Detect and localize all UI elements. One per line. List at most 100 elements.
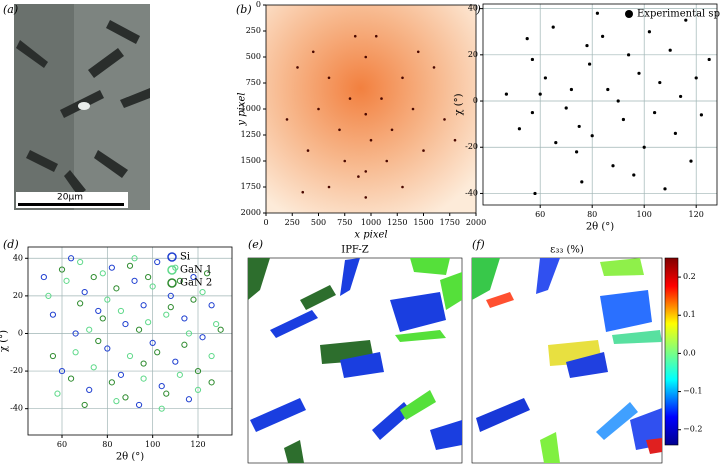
point bbox=[72, 349, 79, 356]
point bbox=[416, 50, 420, 54]
point bbox=[606, 87, 610, 92]
point bbox=[530, 110, 535, 115]
point bbox=[679, 94, 683, 99]
legend-label: GaN 1 bbox=[180, 265, 212, 276]
point bbox=[443, 118, 446, 121]
point bbox=[504, 92, 508, 96]
point bbox=[616, 99, 620, 103]
point bbox=[401, 185, 404, 189]
point bbox=[49, 311, 57, 318]
y-tick-label: 2000 bbox=[241, 208, 261, 217]
point bbox=[190, 296, 197, 303]
panel-label: (d) bbox=[3, 238, 19, 251]
detector-image bbox=[266, 5, 476, 213]
y-tick-label: 250 bbox=[246, 26, 261, 35]
point bbox=[86, 326, 93, 333]
point bbox=[77, 300, 84, 307]
y-tick-label: 0 bbox=[18, 328, 23, 337]
point bbox=[108, 264, 115, 271]
point bbox=[642, 145, 646, 149]
y-tick-label: -20 bbox=[465, 142, 478, 151]
colorbar-tick-label: −0.1 bbox=[683, 387, 702, 396]
point bbox=[364, 196, 368, 199]
point bbox=[176, 371, 183, 378]
point bbox=[621, 117, 626, 122]
point bbox=[611, 164, 615, 168]
y-tick-label: 1000 bbox=[241, 104, 261, 113]
point bbox=[49, 352, 57, 360]
colorbar-tick-label: −0.2 bbox=[683, 425, 702, 434]
point bbox=[588, 62, 592, 66]
plot-frame bbox=[265, 4, 477, 214]
point bbox=[208, 352, 215, 360]
x-tick-label: 100 bbox=[637, 210, 652, 219]
orientation-map bbox=[247, 257, 463, 464]
point bbox=[585, 43, 589, 48]
x-tick-label: 80 bbox=[102, 440, 112, 449]
y-axis-label: χ (°) bbox=[0, 330, 10, 352]
point bbox=[163, 311, 170, 318]
point bbox=[40, 273, 47, 281]
point bbox=[668, 48, 672, 52]
point bbox=[181, 315, 188, 322]
y-axis-label: y pixel bbox=[237, 92, 248, 126]
y-tick-label: -40 bbox=[465, 188, 478, 197]
point bbox=[533, 191, 537, 196]
legend-label: GaN 2 bbox=[180, 278, 212, 289]
point bbox=[590, 134, 594, 138]
point bbox=[67, 375, 75, 382]
y-tick-label: 20 bbox=[468, 50, 478, 59]
point bbox=[181, 341, 188, 348]
y-tick-label: 40 bbox=[468, 4, 478, 13]
map-title: IPF-Z bbox=[341, 245, 369, 256]
point bbox=[81, 401, 88, 409]
point bbox=[317, 107, 320, 111]
colorbar bbox=[664, 257, 679, 446]
panel-label: (b) bbox=[236, 3, 252, 16]
y-tick-label: 0 bbox=[473, 96, 478, 105]
point bbox=[185, 330, 193, 337]
y-tick-label: -20 bbox=[10, 366, 23, 375]
point bbox=[694, 76, 698, 80]
point bbox=[385, 159, 389, 163]
point bbox=[122, 394, 129, 401]
x-tick-label: 60 bbox=[535, 210, 545, 219]
point bbox=[99, 315, 106, 322]
point bbox=[117, 307, 125, 315]
point bbox=[99, 270, 106, 277]
point bbox=[327, 185, 331, 189]
x-tick-label: 60 bbox=[57, 440, 67, 449]
point bbox=[190, 273, 197, 281]
strain-map bbox=[471, 257, 663, 464]
point bbox=[90, 364, 97, 371]
point bbox=[213, 320, 220, 328]
y-tick-label: -40 bbox=[10, 404, 23, 413]
point bbox=[411, 107, 415, 111]
point bbox=[140, 302, 147, 309]
point bbox=[543, 76, 548, 80]
point bbox=[538, 92, 542, 96]
x-tick-label: 1250 bbox=[387, 218, 407, 227]
point bbox=[145, 319, 152, 326]
point bbox=[217, 326, 224, 333]
plot-frame bbox=[27, 246, 233, 436]
y-axis-label: χ (°) bbox=[454, 93, 465, 115]
point bbox=[104, 345, 111, 352]
colorbar-tick-label: 0.2 bbox=[683, 272, 696, 281]
legend-marker bbox=[167, 265, 177, 275]
point bbox=[90, 273, 97, 281]
x-tick-label: 120 bbox=[689, 210, 704, 219]
point bbox=[149, 339, 156, 346]
point bbox=[154, 349, 161, 356]
point bbox=[154, 258, 161, 266]
point bbox=[338, 128, 341, 132]
point bbox=[422, 149, 425, 152]
point bbox=[453, 138, 457, 142]
point bbox=[390, 128, 394, 132]
point bbox=[81, 289, 88, 296]
x-tick-label: 750 bbox=[337, 218, 352, 227]
point bbox=[673, 131, 678, 135]
point bbox=[380, 97, 383, 100]
point bbox=[77, 258, 84, 266]
